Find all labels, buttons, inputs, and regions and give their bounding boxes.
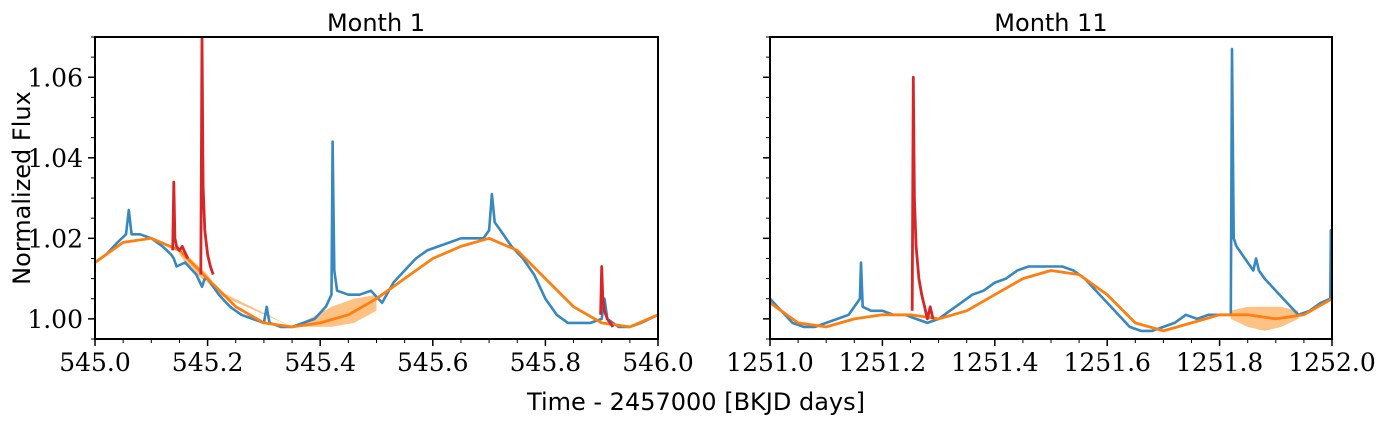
x-tick-label: 1251.4 [951, 348, 1038, 377]
flare-series-line [171, 180, 190, 260]
y-axis: 1.00 1.02 1.04 1.06 [27, 36, 95, 340]
x-axis: 1251.0 1251.2 1251.4 1251.6 1251.8 1252.0 [726, 339, 1376, 377]
x-axis-label: Time - 2457000 [BKJD days] [526, 388, 865, 416]
x-tick-label: 1251.8 [1176, 348, 1263, 377]
model-uncertainty-band [1230, 306, 1299, 331]
y-axis [763, 36, 770, 340]
y-tick-label: 1.04 [27, 144, 83, 173]
plot-frame [94, 36, 659, 340]
flux-series-line [770, 47, 1332, 333]
panel-month-11: Month 11 1251.0 1251.2 1251.4 1251.6 1251.8 1… [726, 9, 1375, 377]
y-axis-label: Normalized Flux [8, 91, 36, 285]
flare-series-line [910, 75, 935, 321]
x-tick-label: 545.0 [59, 348, 131, 377]
flux-series-line [95, 140, 658, 329]
x-tick-label: 545.2 [172, 348, 244, 377]
panel-month-1: Month 1 545.0 545.2 545.4 545.6 545.8 546.0 1… [27, 9, 693, 377]
x-axis: 545.0 545.2 545.4 545.6 545.8 546.0 [59, 339, 694, 377]
panel-title: Month 11 [994, 9, 1107, 37]
x-tick-label: 545.6 [397, 348, 469, 377]
x-tick-label: 1251.2 [839, 348, 926, 377]
x-tick-label: 546.0 [622, 348, 694, 377]
model-series-line [95, 236, 658, 329]
x-tick-label: 545.8 [510, 348, 582, 377]
x-tick-label: 1252.0 [1288, 348, 1375, 377]
model-uncertainty-band [179, 250, 377, 327]
x-tick-label: 1251.6 [1063, 348, 1150, 377]
x-tick-label: 1251.0 [726, 348, 813, 377]
x-tick-label: 545.4 [284, 348, 356, 377]
model-series-line [770, 269, 1332, 333]
y-tick-label: 1.06 [27, 63, 83, 92]
panel-title: Month 1 [327, 9, 425, 37]
flare-series-line [599, 265, 615, 328]
plot-frame [769, 36, 1333, 340]
y-tick-label: 1.02 [27, 224, 83, 253]
flare-series-line [199, 37, 215, 276]
y-tick-label: 1.00 [27, 305, 83, 334]
